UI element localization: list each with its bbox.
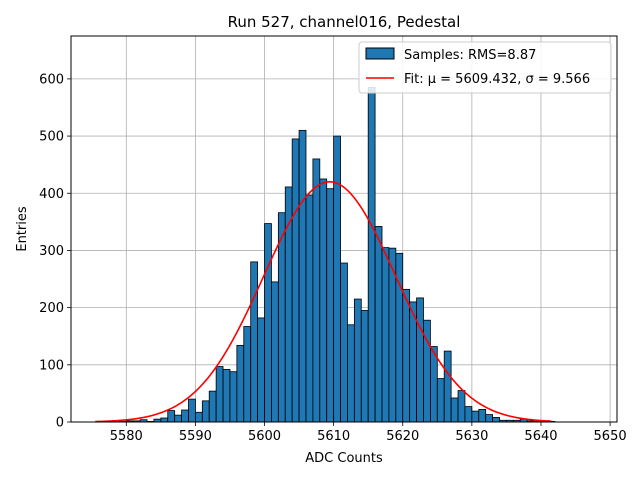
histogram-bar xyxy=(215,366,224,423)
histogram-bar xyxy=(312,158,321,423)
legend-box xyxy=(358,41,612,94)
histogram-bar xyxy=(305,194,314,423)
y-axis: 0 100 200 300 400 500 600 xyxy=(39,72,71,431)
histogram-bar xyxy=(195,411,203,423)
histogram-bar xyxy=(436,378,445,423)
legend-label-samples: Samples: RMS=8.87 xyxy=(404,48,536,63)
histogram-bar xyxy=(291,138,300,423)
y-tick-label: 500 xyxy=(39,130,64,145)
y-tick-label: 300 xyxy=(39,244,64,259)
histogram-bar xyxy=(319,178,328,423)
x-tick-label: 5580 xyxy=(110,429,143,444)
chart-title: Run 527, channel016, Pedestal xyxy=(228,13,461,31)
legend-swatch-samples xyxy=(365,47,395,60)
histogram-bar xyxy=(160,417,169,423)
x-tick-label: 5650 xyxy=(594,429,627,444)
histogram-bar xyxy=(340,262,348,423)
histogram-bar xyxy=(402,288,411,423)
y-tick-label: 100 xyxy=(39,358,64,373)
x-axis-label: ADC Counts xyxy=(305,451,383,466)
y-axis-label: Entries xyxy=(15,206,30,252)
plot-area-frame xyxy=(70,35,618,423)
y-tick-label: 200 xyxy=(39,301,64,316)
x-tick-label: 5620 xyxy=(386,429,419,444)
histogram-bar xyxy=(478,409,487,423)
histogram-bar xyxy=(208,390,217,423)
y-tick-label: 400 xyxy=(39,187,64,202)
histogram-bar xyxy=(236,344,245,423)
histogram-bar xyxy=(257,317,265,423)
histogram-bar xyxy=(374,226,383,423)
histogram-bar xyxy=(353,298,362,423)
histogram-bar xyxy=(443,350,452,423)
histogram-bar xyxy=(181,409,189,423)
histogram-bar xyxy=(229,371,238,423)
x-tick-label: 5590 xyxy=(179,429,212,444)
histogram-bar xyxy=(416,297,424,423)
histogram-bar xyxy=(250,261,259,423)
x-tick-label: 5630 xyxy=(455,429,488,444)
y-tick-label: 0 xyxy=(56,416,64,431)
y-tick-label: 600 xyxy=(39,72,64,87)
legend: Samples: RMS=8.87 Fit: μ = 5609.432, σ =… xyxy=(358,41,612,94)
legend-label-fit: Fit: μ = 5609.432, σ = 9.566 xyxy=(404,72,590,87)
histogram-bar xyxy=(360,310,369,423)
histogram-bar xyxy=(326,188,335,423)
histogram-bar xyxy=(485,414,493,423)
histogram-bar xyxy=(471,410,480,423)
histogram-bar xyxy=(174,414,182,423)
histogram-bar xyxy=(298,129,307,423)
x-tick-label: 5600 xyxy=(248,429,281,444)
fit-curve xyxy=(95,181,552,423)
histogram-bar xyxy=(347,324,355,423)
histogram-bar xyxy=(333,135,341,423)
histogram-bar xyxy=(201,400,210,423)
x-tick-label: 5640 xyxy=(524,429,557,444)
histogram-bar xyxy=(271,281,279,423)
x-tick-label: 5610 xyxy=(317,429,350,444)
histogram-bar xyxy=(264,223,272,423)
histogram-bar xyxy=(367,87,376,423)
histogram-bar xyxy=(188,398,196,423)
histogram-bar xyxy=(277,212,286,423)
histogram-bar xyxy=(167,410,176,423)
x-axis: 5580 5590 5600 5610 5620 5630 5640 5650 xyxy=(110,422,627,444)
histogram-bar xyxy=(457,390,466,423)
histogram-bars xyxy=(118,87,556,423)
histogram-bar xyxy=(492,417,500,423)
histogram-bar xyxy=(381,247,390,423)
histogram-bar xyxy=(222,368,231,423)
histogram-bar xyxy=(464,406,473,423)
histogram-bar xyxy=(450,397,459,423)
histogram-bar xyxy=(243,326,252,423)
